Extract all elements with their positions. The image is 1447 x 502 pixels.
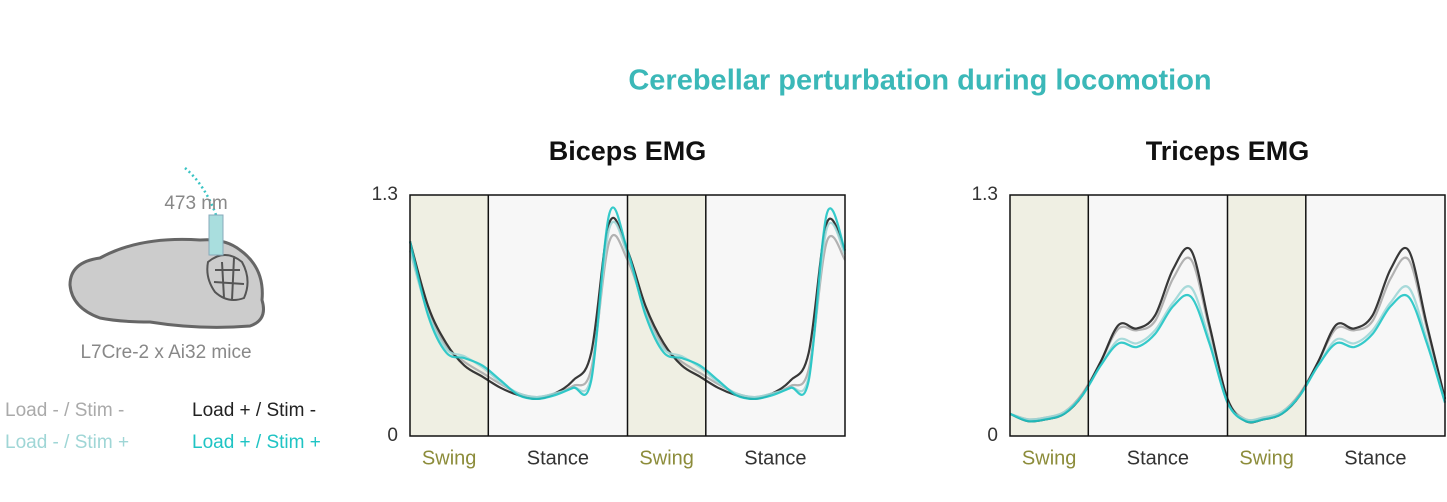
phase-label: Swing xyxy=(639,447,693,469)
phase-label: Swing xyxy=(422,447,476,469)
swing-region xyxy=(1227,195,1306,436)
phase-label: Stance xyxy=(744,447,806,469)
cerebellum xyxy=(206,254,249,301)
figure-title: Cerebellar perturbation during locomotio… xyxy=(628,65,1211,97)
phase-label: Stance xyxy=(527,447,589,469)
light-path xyxy=(184,167,218,216)
legend: Load - / Stim - Load + / Stim - Load - / S… xyxy=(5,400,321,453)
swing-region xyxy=(627,195,706,436)
legend-entry: Load + / Stim - xyxy=(192,400,316,421)
legend-entry: Load - / Stim - xyxy=(5,400,124,421)
brain-illustration: 473 nm L7Cre-2 x Ai32 mice xyxy=(68,167,265,363)
stance-region xyxy=(705,195,845,436)
plot-frame xyxy=(1009,194,1446,437)
mouse-line-label: L7Cre-2 x Ai32 mice xyxy=(80,342,251,363)
swing-region xyxy=(1010,195,1089,436)
chart-title: Biceps EMG xyxy=(549,136,707,166)
swing-region xyxy=(410,195,489,436)
plot-frame xyxy=(409,194,846,437)
y-tick-label: 1.3 xyxy=(372,184,398,205)
phase-label: Swing xyxy=(1239,447,1293,469)
legend-entry: Load + / Stim + xyxy=(192,432,321,453)
y-tick-label: 1.3 xyxy=(972,184,998,205)
y-tick-label: 0 xyxy=(987,425,998,446)
brain-outline xyxy=(68,237,265,329)
wavelength-label: 473 nm xyxy=(164,193,227,214)
phase-label: Swing xyxy=(1022,447,1076,469)
phase-label: Stance xyxy=(1344,447,1406,469)
optic-fiber xyxy=(208,214,224,256)
legend-entry: Load - / Stim + xyxy=(5,432,129,453)
chart-title: Triceps EMG xyxy=(1146,136,1310,166)
stance-region xyxy=(488,195,628,436)
phase-label: Stance xyxy=(1127,447,1189,469)
y-tick-label: 0 xyxy=(387,425,398,446)
